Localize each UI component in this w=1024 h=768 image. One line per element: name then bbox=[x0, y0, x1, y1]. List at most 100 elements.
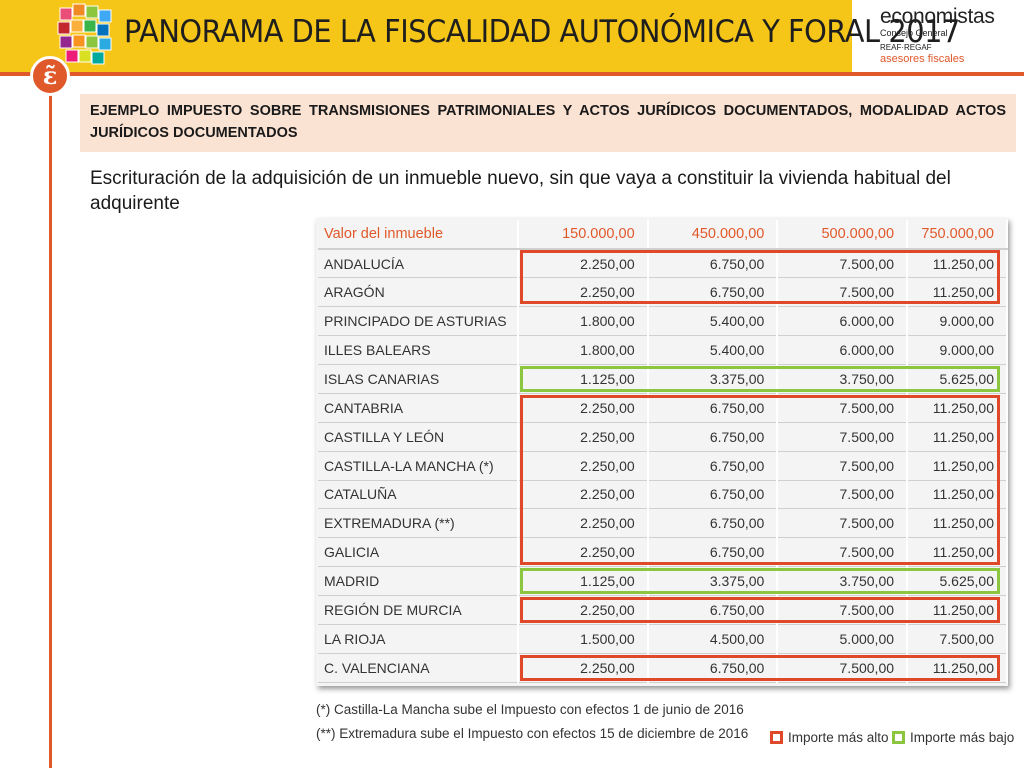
tax-amount: 6.750,00 bbox=[647, 653, 779, 683]
tax-amount: 2.250,00 bbox=[517, 422, 649, 452]
footnote-castilla-la-mancha: (*) Castilla-La Mancha sube el Impuesto … bbox=[316, 702, 744, 717]
tax-amount: 9.000,00 bbox=[907, 306, 1008, 337]
legend-high-label: Importe más alto bbox=[788, 730, 889, 745]
tax-amount: 11.250,00 bbox=[907, 480, 1008, 510]
example-heading-box: EJEMPLO IMPUESTO SOBRE TRANSMISIONES PAT… bbox=[80, 94, 1016, 152]
footnote-extremadura: (**) Extremadura sube el Impuesto con ef… bbox=[316, 726, 749, 741]
tax-amount: 6.750,00 bbox=[647, 393, 779, 423]
tax-amount: 7.500,00 bbox=[777, 422, 909, 452]
tax-amount: 11.250,00 bbox=[907, 508, 1008, 539]
tax-amount: 11.250,00 bbox=[907, 653, 1008, 683]
table-row: CASTILLA Y LEÓN 2.250,00 6.750,00 7.500,00 1… bbox=[318, 422, 1008, 452]
table-row: PRINCIPADO DE ASTURIAS 1.800,00 5.400,00 6.… bbox=[318, 306, 1008, 337]
tax-amount: 11.250,00 bbox=[907, 393, 1008, 423]
tax-amount: 1.800,00 bbox=[517, 335, 649, 365]
region-name: LA RIOJA bbox=[318, 624, 519, 654]
example-description: Escrituración de la adquisición de un in… bbox=[90, 168, 951, 214]
table-row: MADRID 1.125,00 3.375,00 3.750,00 5.625,00 bbox=[318, 566, 1008, 597]
red-square-icon bbox=[770, 731, 783, 744]
legend-low: Importe más bajo bbox=[892, 730, 1014, 745]
tax-amount: 6.750,00 bbox=[647, 480, 779, 510]
region-name: CASTILLA Y LEÓN bbox=[318, 422, 519, 452]
tax-amount: 2.250,00 bbox=[517, 248, 649, 279]
tax-amount: 7.500,00 bbox=[777, 451, 909, 481]
tax-amount: 6.750,00 bbox=[647, 595, 779, 625]
brand-tagline: asesores fiscales bbox=[880, 53, 965, 65]
region-name: C. VALENCIANA bbox=[318, 653, 519, 683]
brand-name: economistas bbox=[880, 5, 995, 28]
region-name: EXTREMADURA (**) bbox=[318, 508, 519, 539]
table-row: ARAGÓN 2.250,00 6.750,00 7.500,00 11.250,00 bbox=[318, 277, 1008, 308]
tax-amount: 4.500,00 bbox=[647, 624, 779, 654]
brand-org: REAF·REGAF bbox=[880, 43, 932, 52]
table-row: CANTABRIA 2.250,00 6.750,00 7.500,00 11.250,… bbox=[318, 393, 1008, 423]
table-header-row: Valor del inmueble 150.000,00 450.000,00 50… bbox=[318, 220, 1008, 250]
region-name: CATALUÑA bbox=[318, 480, 519, 510]
column-header-value: 450.000,00 bbox=[647, 220, 779, 250]
legend-low-label: Importe más bajo bbox=[910, 730, 1015, 745]
column-header-value: 500.000,00 bbox=[777, 220, 909, 250]
legend-high: Importe más alto bbox=[770, 730, 889, 745]
tax-amount: 5.400,00 bbox=[647, 335, 779, 365]
tax-amount: 2.250,00 bbox=[517, 480, 649, 510]
side-divider bbox=[49, 90, 52, 768]
tax-amount: 6.750,00 bbox=[647, 248, 779, 279]
region-name: CANTABRIA bbox=[318, 393, 519, 423]
brand-logo: economistas Consejo General REAF·REGAF a… bbox=[880, 5, 1020, 66]
tax-amount: 7.500,00 bbox=[777, 277, 909, 308]
tax-table: Valor del inmueble 150.000,00 450.000,00 50… bbox=[318, 220, 1008, 683]
tax-amount: 7.500,00 bbox=[777, 537, 909, 568]
tax-amount: 6.750,00 bbox=[647, 422, 779, 452]
tax-amount: 6.750,00 bbox=[647, 451, 779, 481]
tax-amount: 5.000,00 bbox=[777, 624, 909, 654]
tax-amount: 3.375,00 bbox=[647, 364, 779, 394]
tax-amount: 5.400,00 bbox=[647, 306, 779, 337]
tax-amount: 6.750,00 bbox=[647, 277, 779, 308]
tax-amount: 2.250,00 bbox=[517, 595, 649, 625]
tax-amount: 2.250,00 bbox=[517, 393, 649, 423]
tax-amount: 7.500,00 bbox=[777, 653, 909, 683]
region-name: PRINCIPADO DE ASTURIAS bbox=[318, 306, 519, 337]
tax-amount: 2.250,00 bbox=[517, 537, 649, 568]
region-name: ARAGÓN bbox=[318, 277, 519, 308]
tax-amount: 7.500,00 bbox=[777, 393, 909, 423]
tax-amount: 1.125,00 bbox=[517, 566, 649, 597]
region-name: GALICIA bbox=[318, 537, 519, 568]
tax-amount: 2.250,00 bbox=[517, 277, 649, 308]
tax-amount: 5.625,00 bbox=[907, 364, 1008, 394]
example-heading: EJEMPLO IMPUESTO SOBRE TRANSMISIONES PAT… bbox=[90, 103, 1006, 141]
cubes-logo-icon bbox=[57, 3, 112, 65]
tax-amount: 5.625,00 bbox=[907, 566, 1008, 597]
table-row: REGIÓN DE MURCIA 2.250,00 6.750,00 7.500,00… bbox=[318, 595, 1008, 625]
tax-table-container: Valor del inmueble 150.000,00 450.000,00 50… bbox=[316, 218, 1008, 686]
table-row: ILLES BALEARS 1.800,00 5.400,00 6.000,00 9.0… bbox=[318, 335, 1008, 365]
region-name: ILLES BALEARS bbox=[318, 335, 519, 365]
tax-amount: 1.125,00 bbox=[517, 364, 649, 394]
header-divider bbox=[0, 72, 1024, 76]
region-name: MADRID bbox=[318, 566, 519, 597]
tax-amount: 6.750,00 bbox=[647, 537, 779, 568]
tax-amount: 11.250,00 bbox=[907, 537, 1008, 568]
brand-subtitle: Consejo General bbox=[880, 28, 948, 38]
table-row: EXTREMADURA (**) 2.250,00 6.750,00 7.500,00… bbox=[318, 508, 1008, 539]
tax-amount: 1.800,00 bbox=[517, 306, 649, 337]
tax-amount: 3.750,00 bbox=[777, 566, 909, 597]
tax-amount: 7.500,00 bbox=[777, 248, 909, 279]
tax-amount: 2.250,00 bbox=[517, 451, 649, 481]
tax-amount: 9.000,00 bbox=[907, 335, 1008, 365]
column-header-label: Valor del inmueble bbox=[318, 220, 519, 250]
table-row: ANDALUCÍA 2.250,00 6.750,00 7.500,00 11.250,… bbox=[318, 248, 1008, 279]
tax-amount: 6.000,00 bbox=[777, 306, 909, 337]
region-name: ISLAS CANARIAS bbox=[318, 364, 519, 394]
tax-amount: 7.500,00 bbox=[907, 624, 1008, 654]
economistas-badge-icon: ɛ̃ bbox=[30, 56, 70, 96]
tax-amount: 3.750,00 bbox=[777, 364, 909, 394]
table-row: ISLAS CANARIAS 1.125,00 3.375,00 3.750,00 5.… bbox=[318, 364, 1008, 394]
tax-amount: 11.250,00 bbox=[907, 451, 1008, 481]
table-row: LA RIOJA 1.500,00 4.500,00 5.000,00 7.500,00 bbox=[318, 624, 1008, 654]
tax-amount: 11.250,00 bbox=[907, 595, 1008, 625]
page-title: PANORAMA DE LA FISCALIDAD AUTONÓMICA Y F… bbox=[124, 14, 960, 50]
region-name: REGIÓN DE MURCIA bbox=[318, 595, 519, 625]
tax-amount: 11.250,00 bbox=[907, 248, 1008, 279]
table-row: CASTILLA-LA MANCHA (*) 2.250,00 6.750,00 7.… bbox=[318, 451, 1008, 481]
